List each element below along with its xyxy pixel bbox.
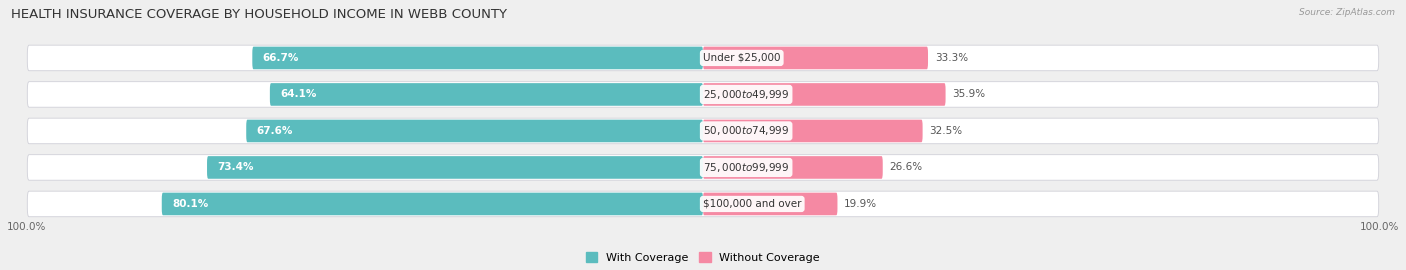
Text: Source: ZipAtlas.com: Source: ZipAtlas.com (1299, 8, 1395, 17)
FancyBboxPatch shape (27, 155, 1379, 180)
Text: $50,000 to $74,999: $50,000 to $74,999 (703, 124, 789, 137)
Text: $75,000 to $99,999: $75,000 to $99,999 (703, 161, 789, 174)
Legend: With Coverage, Without Coverage: With Coverage, Without Coverage (582, 248, 824, 267)
FancyBboxPatch shape (246, 120, 703, 142)
FancyBboxPatch shape (207, 156, 703, 179)
Text: 35.9%: 35.9% (952, 89, 986, 99)
Text: 64.1%: 64.1% (280, 89, 316, 99)
FancyBboxPatch shape (703, 120, 922, 142)
Text: HEALTH INSURANCE COVERAGE BY HOUSEHOLD INCOME IN WEBB COUNTY: HEALTH INSURANCE COVERAGE BY HOUSEHOLD I… (11, 8, 508, 21)
Text: 67.6%: 67.6% (256, 126, 292, 136)
FancyBboxPatch shape (703, 156, 883, 179)
Text: $25,000 to $49,999: $25,000 to $49,999 (703, 88, 789, 101)
Text: 73.4%: 73.4% (217, 163, 253, 173)
Text: 100.0%: 100.0% (1360, 222, 1399, 232)
Text: 19.9%: 19.9% (844, 199, 877, 209)
Text: 80.1%: 80.1% (172, 199, 208, 209)
FancyBboxPatch shape (162, 193, 703, 215)
FancyBboxPatch shape (27, 45, 1379, 71)
Text: 32.5%: 32.5% (929, 126, 963, 136)
Text: 66.7%: 66.7% (263, 53, 299, 63)
Text: $100,000 and over: $100,000 and over (703, 199, 801, 209)
Text: 26.6%: 26.6% (890, 163, 922, 173)
FancyBboxPatch shape (270, 83, 703, 106)
FancyBboxPatch shape (27, 118, 1379, 144)
FancyBboxPatch shape (27, 191, 1379, 217)
FancyBboxPatch shape (703, 47, 928, 69)
Text: Under $25,000: Under $25,000 (703, 53, 780, 63)
FancyBboxPatch shape (27, 82, 1379, 107)
FancyBboxPatch shape (703, 193, 838, 215)
FancyBboxPatch shape (252, 47, 703, 69)
Text: 33.3%: 33.3% (935, 53, 967, 63)
FancyBboxPatch shape (703, 83, 946, 106)
Text: 100.0%: 100.0% (7, 222, 46, 232)
